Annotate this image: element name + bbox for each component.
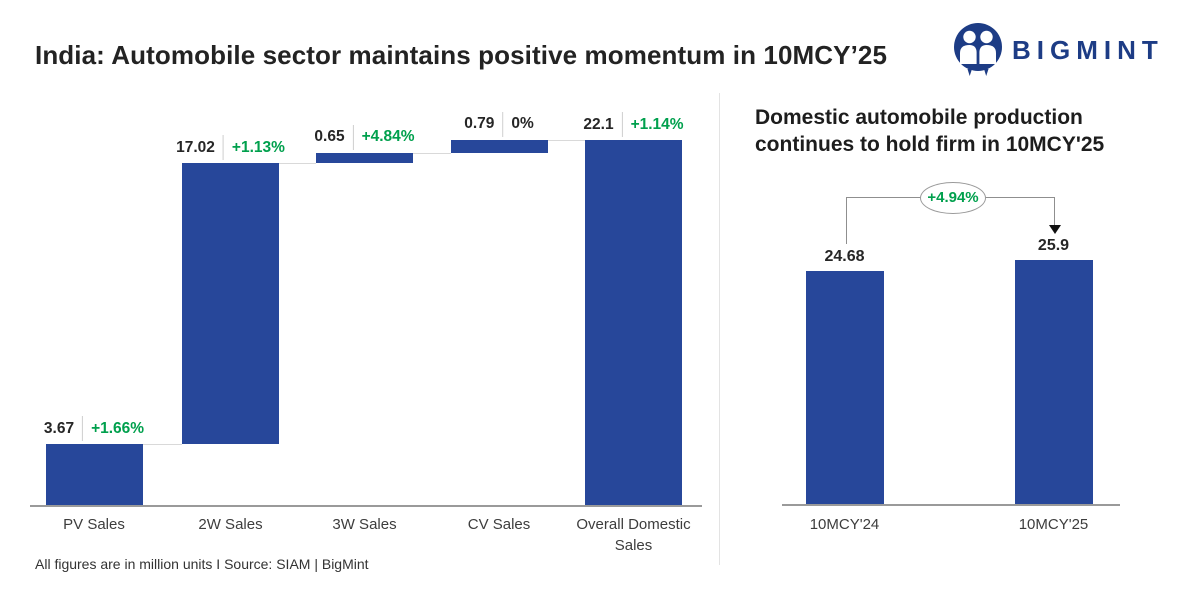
brand-name: BIGMINT [1012, 34, 1164, 65]
value-label-2w-sales: 17.02 +1.13% [176, 135, 285, 161]
value-text: 22.1 [583, 115, 614, 133]
category-label-pv-sales: PV Sales [63, 516, 125, 533]
growth-connector-right-vertical [1054, 197, 1055, 225]
growth-badge: +4.94% [920, 182, 986, 214]
growth-connector-left-vertical [846, 197, 847, 244]
value-text: 3.67 [43, 419, 75, 437]
value-label-3w-sales: 0.65 +4.84% [314, 124, 415, 150]
waterfall-connector [547, 139, 585, 141]
label-separator [352, 124, 354, 150]
bar-cv-sales [450, 139, 548, 153]
growth-connector-left-horizontal [846, 197, 921, 198]
category-label-3w-sales: 3W Sales [332, 516, 397, 533]
percent-text: +1.14% [630, 115, 684, 133]
category-label-overall-domestic-sales: Overall Domestic Sales [576, 516, 691, 554]
right-chart-title: Domestic automobile production continues… [755, 104, 1104, 158]
label-separator [621, 112, 623, 138]
category-label-2w-sales: 2W Sales [198, 516, 263, 533]
category-label-10mcy-25: 10MCY'25 [1018, 516, 1089, 533]
bigmint-logo-icon [953, 22, 1003, 78]
chart-divider [719, 93, 720, 565]
value-text: 0.65 [314, 128, 345, 146]
brand-logo: BIGMINT [953, 22, 1164, 78]
footer-note: All figures are in million units I Sourc… [35, 556, 369, 572]
value-label-10mcy-25: 25.9 [1037, 236, 1070, 254]
percent-text: 0% [511, 115, 534, 133]
waterfall-connector [142, 444, 182, 446]
label-separator [82, 416, 84, 442]
value-label-overall-domestic-sales: 22.1 +1.14% [583, 112, 684, 138]
bar-10mcy-24 [805, 271, 884, 504]
category-label-cv-sales: CV Sales [467, 516, 531, 533]
page-title: India: Automobile sector maintains posit… [35, 40, 888, 70]
percent-text: +1.13% [231, 138, 285, 156]
percent-text: +1.66% [91, 419, 145, 437]
bar-10mcy-25 [1014, 259, 1093, 504]
growth-arrowhead-icon [1048, 225, 1061, 234]
value-label-10mcy-24: 24.68 [824, 248, 865, 266]
bar-2w-sales [182, 163, 279, 445]
growth-connector-right-horizontal [984, 197, 1054, 198]
bar-overall-domestic-sales [585, 140, 682, 505]
value-text: 0.79 [464, 115, 495, 133]
right-chart-title-line2: continues to hold firm in 10MCY'25 [755, 133, 1105, 156]
bar-3w-sales [316, 152, 413, 164]
percent-text: +4.84% [361, 128, 415, 146]
value-text: 17.02 [176, 138, 215, 156]
waterfall-connector [413, 152, 451, 154]
x-axis-right-chart [782, 504, 1120, 506]
value-label-pv-sales: 3.67 +1.66% [43, 416, 145, 442]
x-axis-left-chart [30, 505, 702, 507]
waterfall-connector [279, 163, 316, 165]
category-label-10mcy-24: 10MCY'24 [809, 516, 880, 533]
label-separator [222, 135, 224, 161]
label-separator [502, 111, 504, 137]
right-chart-title-line1: Domestic automobile production [755, 106, 1083, 129]
value-label-cv-sales: 0.79 0% [464, 111, 534, 137]
bar-pv-sales [45, 444, 143, 505]
